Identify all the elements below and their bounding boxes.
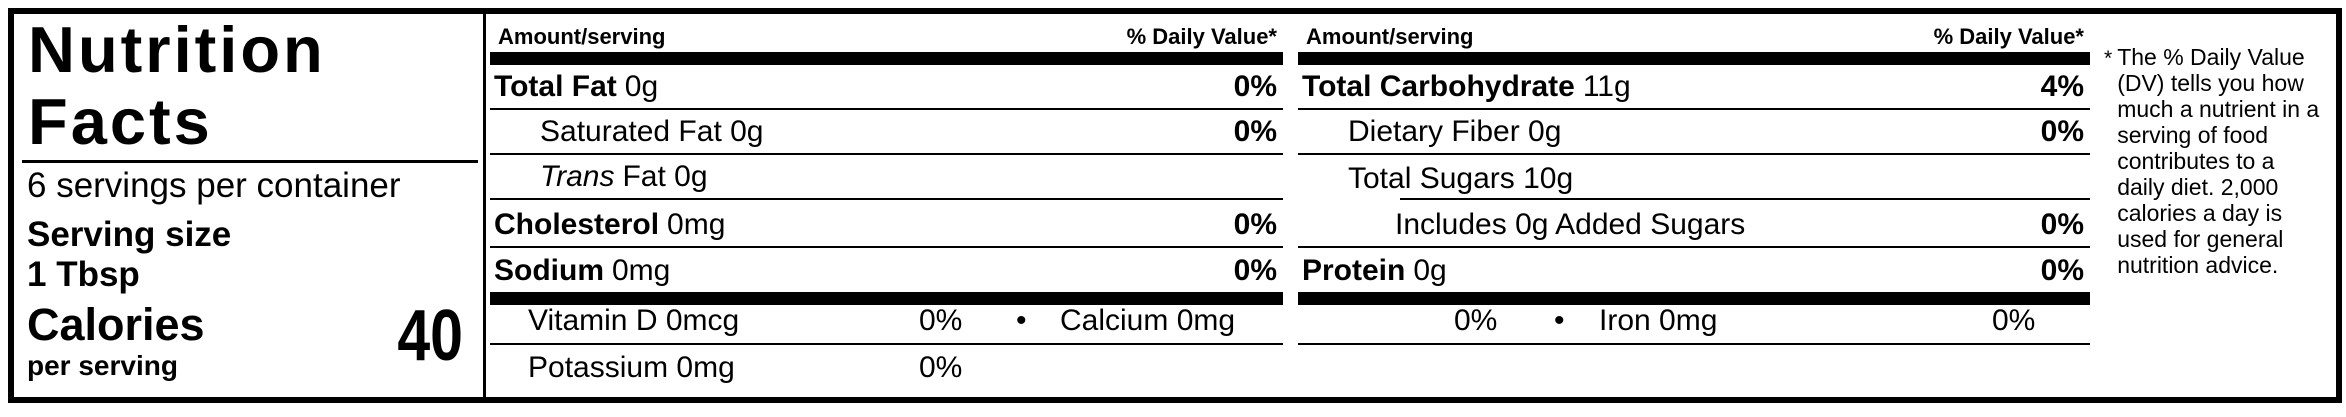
thick-bar	[1298, 292, 2090, 305]
protein-text: Protein 0g	[1302, 254, 1447, 288]
footnote-asterisk: *	[2104, 47, 2113, 70]
dietary-fiber-text: Dietary Fiber 0g	[1348, 115, 1562, 148]
total-carbohydrate-label: Total Carbohydrate	[1302, 70, 1575, 103]
added-sugars-row: Includes 0g Added Sugars 0%	[1298, 200, 2090, 248]
cholesterol-row: Cholesterol 0mg 0%	[490, 200, 1283, 248]
iron-dv: 0%	[1992, 304, 2036, 337]
label-title: Nutrition Facts	[28, 14, 326, 158]
left-panel-divider	[22, 160, 478, 163]
vitamin-d-dv: 0%	[919, 304, 963, 337]
bullet-separator: •	[1554, 304, 1565, 337]
calcium-text: Calcium 0mg	[1060, 304, 1236, 337]
sodium-label: Sodium	[494, 254, 604, 287]
cholesterol-amount: 0mg	[667, 208, 726, 241]
amount-serving-header: Amount/serving	[1306, 24, 1474, 49]
dietary-fiber-row: Dietary Fiber 0g 0%	[1298, 110, 2090, 155]
total-carbohydrate-text: Total Carbohydrate 11g	[1302, 70, 1631, 104]
footnote: * The % Daily Value (DV) tells you how m…	[2104, 44, 2340, 278]
protein-amount: 0g	[1413, 254, 1447, 287]
column1-header: Amount/serving % Daily Value*	[490, 14, 1283, 52]
saturated-fat-row: Saturated Fat 0g 0%	[490, 110, 1283, 155]
empty-row	[1298, 345, 2090, 390]
thick-bar	[1298, 52, 2090, 65]
cholesterol-dv: 0%	[1233, 208, 1277, 241]
cholesterol-text: Cholesterol 0mg	[494, 208, 725, 242]
trans-fat-text: Trans Fat 0g	[540, 160, 708, 194]
protein-row: Protein 0g 0%	[1298, 248, 2090, 292]
amount-serving-header: Amount/serving	[498, 24, 666, 49]
protein-label: Protein	[1302, 254, 1406, 287]
total-fat-dv: 0%	[1233, 70, 1277, 103]
vitamin-d-text: Vitamin D 0mcg	[528, 304, 740, 337]
title-line-1: Nutrition	[28, 13, 326, 86]
serving-size-value: 1 Tbsp	[27, 255, 140, 294]
potassium-text: Potassium 0mg	[528, 351, 735, 384]
total-carbohydrate-dv: 4%	[2040, 70, 2084, 103]
potassium-dv: 0%	[919, 351, 963, 384]
indented-hairline	[1400, 198, 2090, 200]
left-panel: Nutrition Facts 6 servings per container…	[14, 14, 483, 397]
saturated-fat-dv: 0%	[1233, 115, 1277, 148]
sodium-text: Sodium 0mg	[494, 254, 670, 288]
dietary-fiber-dv: 0%	[2040, 115, 2084, 148]
total-sugars-row: Total Sugars 10g	[1298, 155, 2090, 200]
cholesterol-label: Cholesterol	[494, 208, 660, 241]
total-carbohydrate-amount: 11g	[1582, 70, 1631, 103]
calories-sublabel: per serving	[27, 350, 178, 381]
vitamin-d-calcium-row: Vitamin D 0mcg 0% • Calcium 0mg	[490, 305, 1283, 345]
total-fat-text: Total Fat 0g	[494, 70, 658, 104]
sodium-dv: 0%	[1233, 254, 1277, 287]
daily-value-header: % Daily Value*	[1933, 24, 2084, 49]
trans-fat-italic: Trans	[540, 160, 615, 193]
total-fat-row: Total Fat 0g 0%	[490, 65, 1283, 110]
added-sugars-text: Includes 0g Added Sugars	[1395, 208, 1746, 241]
trans-fat-row: Trans Fat 0g	[490, 155, 1283, 200]
carbohydrate-column: Amount/serving % Daily Value* Total Carb…	[1298, 14, 2090, 397]
total-fat-label: Total Fat	[494, 70, 617, 103]
thick-bar	[490, 292, 1283, 305]
thick-bar	[490, 52, 1283, 65]
total-fat-amount: 0g	[624, 70, 659, 103]
column2-header: Amount/serving % Daily Value*	[1298, 14, 2090, 52]
calories-value: 40	[397, 296, 463, 376]
serving-size-label: Serving size	[27, 215, 232, 254]
calories-label: Calories	[27, 299, 205, 350]
daily-value-header: % Daily Value*	[1126, 24, 1277, 49]
protein-dv: 0%	[2040, 254, 2084, 287]
sodium-amount: 0mg	[612, 254, 671, 287]
iron-text: Iron 0mg	[1599, 304, 1718, 337]
calcium-dv: 0%	[1454, 304, 1498, 337]
added-sugars-dv: 0%	[2040, 208, 2084, 241]
bullet-separator: •	[1016, 304, 1027, 337]
title-line-2: Facts	[28, 85, 213, 158]
footnote-text: The % Daily Value (DV) tells you how muc…	[2117, 44, 2320, 278]
trans-fat-rest: Fat 0g	[622, 160, 708, 193]
fat-column: Amount/serving % Daily Value* Total Fat 0…	[490, 14, 1283, 397]
panel-divider	[483, 14, 486, 397]
nutrition-facts-label: Nutrition Facts 6 servings per container…	[8, 8, 2342, 403]
sodium-row: Sodium 0mg 0%	[490, 248, 1283, 292]
potassium-row: Potassium 0mg 0%	[490, 345, 1283, 390]
calcium-iron-row: 0% • Iron 0mg 0%	[1298, 305, 2090, 345]
saturated-fat-text: Saturated Fat 0g	[540, 115, 764, 148]
total-carbohydrate-row: Total Carbohydrate 11g 4%	[1298, 65, 2090, 110]
total-sugars-text: Total Sugars 10g	[1348, 162, 1574, 195]
servings-per-container: 6 servings per container	[27, 166, 401, 205]
